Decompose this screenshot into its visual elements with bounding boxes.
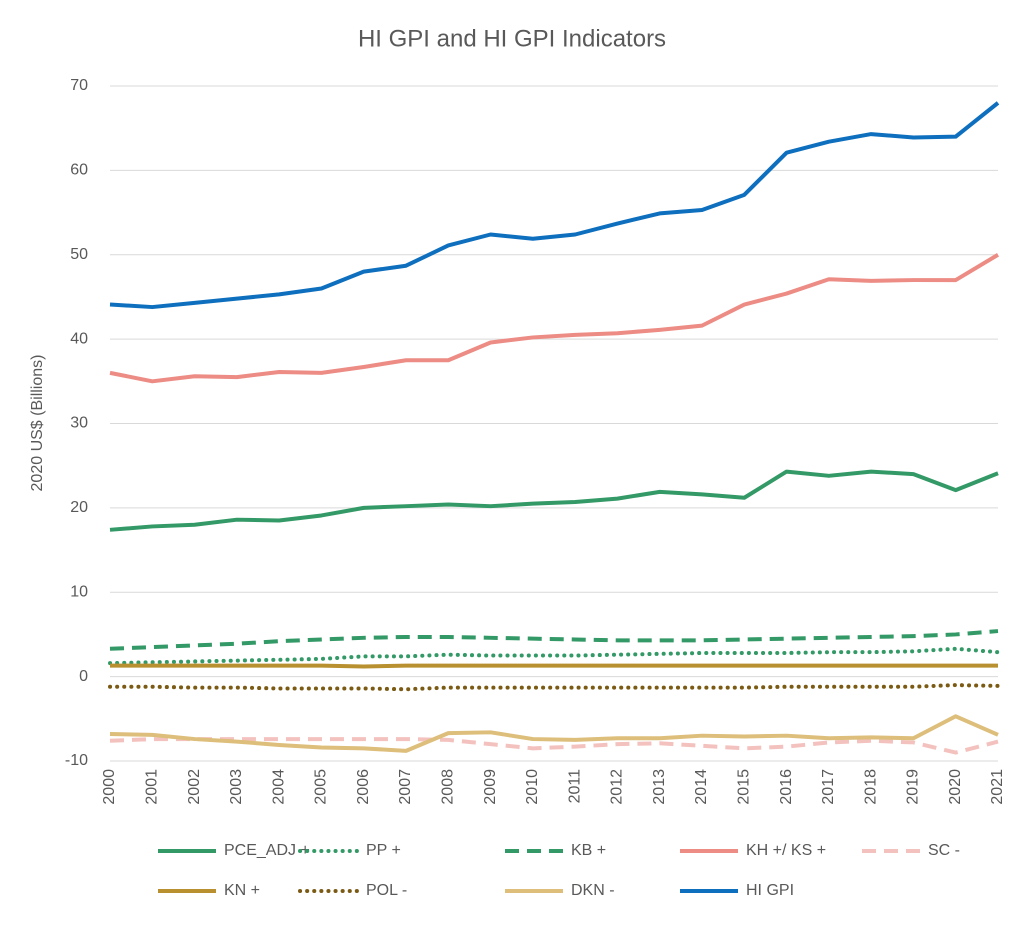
x-tick-label: 2021 [989, 769, 1006, 805]
series-line [109, 469, 999, 532]
legend-label: KN + [224, 882, 260, 899]
legend-label: KH +/ KS + [746, 842, 826, 859]
x-tick-label: 2007 [397, 769, 414, 805]
y-tick-label: 10 [70, 583, 88, 600]
y-axis-label: 2020 US$ (Billions) [29, 355, 46, 492]
y-tick-label: 70 [70, 77, 88, 94]
x-tick-label: 2005 [313, 769, 330, 805]
x-tick-label: 2006 [355, 769, 372, 805]
series-line [109, 253, 1000, 384]
legend-label: PP + [366, 842, 401, 859]
x-tick-label: 2012 [609, 769, 626, 805]
y-tick-label: 20 [70, 499, 88, 516]
series-line [109, 714, 999, 753]
series-line [110, 663, 998, 669]
y-tick-label: -10 [65, 752, 88, 769]
x-tick-label: 2011 [566, 769, 583, 804]
x-tick-label: 2001 [144, 769, 161, 805]
x-tick-label: 2000 [101, 769, 118, 805]
series-line [109, 629, 999, 651]
series-line [109, 737, 999, 755]
y-tick-label: 40 [70, 330, 88, 347]
legend-label: POL - [366, 882, 407, 899]
x-tick-label: 2002 [186, 769, 203, 805]
chart-title: HI GPI and HI GPI Indicators [358, 25, 666, 52]
x-tick-label: 2017 [820, 769, 837, 805]
y-tick-label: 0 [79, 668, 88, 685]
x-tick-label: 2010 [524, 769, 541, 805]
x-tick-label: 2016 [778, 769, 795, 805]
legend-label: HI GPI [746, 882, 794, 899]
y-tick-label: 30 [70, 415, 88, 432]
y-tick-label: 60 [70, 162, 88, 179]
series-line [108, 683, 1000, 692]
legend-label: PCE_ADJ + [224, 842, 310, 859]
x-tick-label: 2018 [862, 769, 879, 805]
x-tick-label: 2019 [905, 769, 922, 805]
x-tick-label: 2004 [270, 769, 287, 805]
legend-label: DKN - [571, 882, 615, 899]
x-tick-label: 2015 [736, 769, 753, 805]
x-tick-label: 2020 [947, 769, 964, 805]
x-tick-label: 2014 [693, 769, 710, 805]
y-tick-label: 50 [70, 246, 88, 263]
legend-label: SC - [928, 842, 960, 859]
x-tick-label: 2008 [440, 769, 457, 805]
legend-label: KB + [571, 842, 606, 859]
series-line [109, 101, 1000, 310]
x-tick-label: 2013 [651, 769, 668, 805]
x-tick-label: 2009 [482, 769, 499, 805]
x-tick-label: 2003 [228, 769, 245, 805]
series-line [108, 646, 1000, 666]
